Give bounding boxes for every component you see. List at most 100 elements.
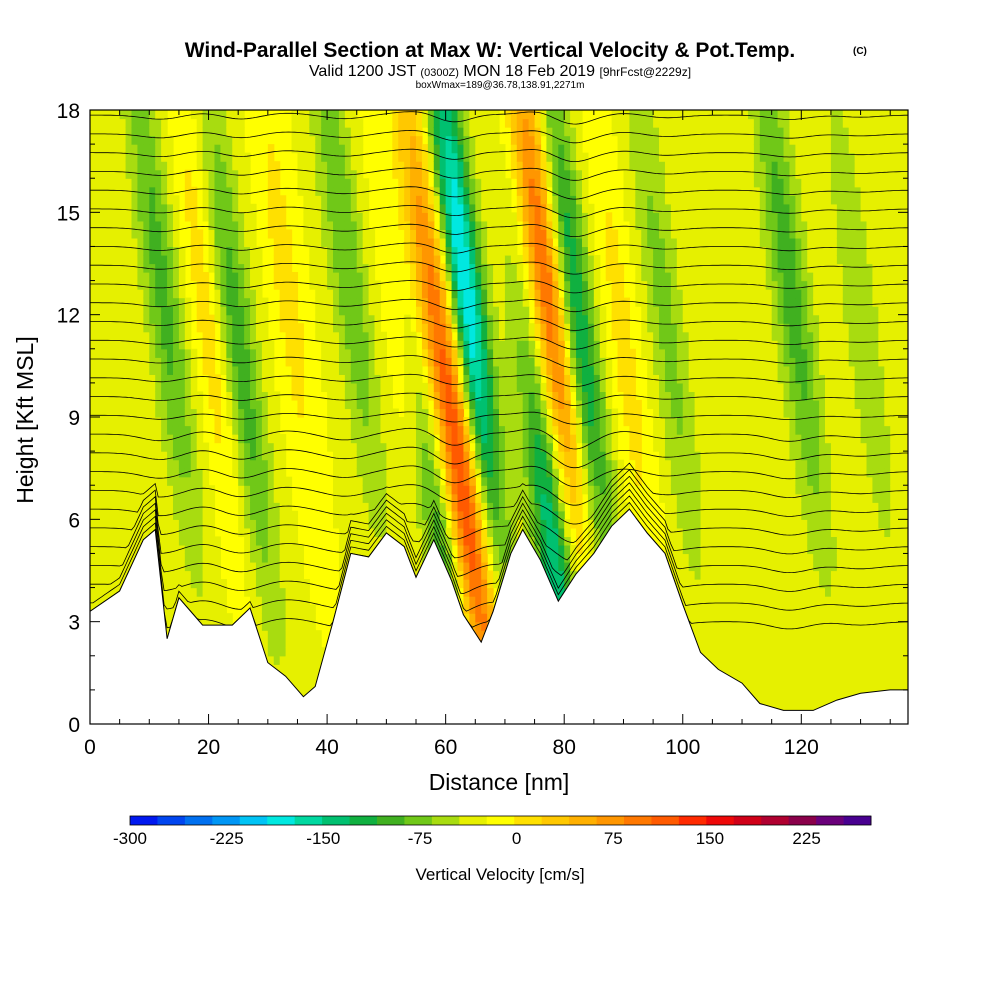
w-cell [457, 127, 465, 137]
w-cell [463, 144, 470, 154]
w-cell [540, 297, 548, 307]
w-cell [90, 272, 97, 282]
w-cell [119, 485, 127, 495]
w-cell [303, 621, 310, 631]
w-cell [481, 229, 488, 239]
w-cell [504, 280, 512, 290]
w-cell [333, 110, 340, 120]
w-cell [368, 289, 376, 299]
w-cell [261, 306, 269, 316]
w-cell [386, 459, 393, 469]
w-cell [481, 391, 488, 401]
w-cell [113, 434, 121, 444]
w-cell [546, 212, 553, 222]
w-cell [558, 485, 565, 495]
w-cell [380, 399, 387, 410]
w-cell [481, 306, 488, 316]
w-cell [356, 417, 364, 427]
w-cell [327, 237, 334, 248]
w-cell [143, 280, 150, 290]
w-cell [107, 246, 115, 256]
w-cell [564, 561, 571, 572]
w-cell [137, 178, 144, 188]
w-cell [250, 237, 257, 248]
w-cell [273, 561, 281, 572]
w-cell [416, 399, 423, 410]
w-cell [208, 212, 216, 222]
w-cell [184, 587, 192, 597]
w-cell [540, 340, 548, 350]
w-cell [416, 203, 423, 213]
w-cell [528, 161, 536, 171]
w-cell [279, 579, 287, 589]
w-cell [564, 485, 571, 495]
w-cell [404, 434, 411, 444]
w-cell [291, 365, 299, 375]
w-cell [404, 161, 411, 171]
w-cell [398, 178, 405, 188]
w-cell [90, 323, 97, 333]
w-cell [427, 186, 435, 196]
w-cell [528, 459, 536, 469]
w-cell [433, 374, 441, 384]
w-cell [534, 493, 542, 503]
w-cell [190, 570, 198, 580]
w-cell [226, 306, 233, 316]
w-cell [238, 502, 245, 512]
w-cell [475, 425, 482, 435]
w-cell [143, 110, 150, 120]
w-cell [516, 451, 524, 461]
w-cell [137, 169, 144, 179]
w-cell [167, 289, 174, 299]
w-cell [291, 536, 299, 546]
w-cell [226, 374, 233, 384]
w-cell [101, 561, 109, 572]
w-cell [273, 459, 281, 469]
w-cell [107, 587, 115, 597]
w-cell [392, 169, 399, 179]
w-cell [558, 587, 565, 597]
w-cell [528, 451, 536, 461]
w-cell [362, 178, 370, 188]
w-cell [463, 536, 470, 546]
w-cell [327, 323, 334, 333]
w-cell [451, 237, 459, 248]
w-cell [267, 340, 275, 350]
w-cell [255, 314, 263, 324]
w-cell [510, 144, 518, 154]
w-cell [457, 152, 465, 162]
w-cell [137, 203, 144, 213]
w-cell [226, 203, 233, 213]
w-cell [131, 118, 139, 128]
w-cell [344, 186, 352, 196]
w-cell [451, 169, 459, 179]
w-cell [493, 340, 500, 350]
w-cell [439, 365, 447, 375]
w-cell [344, 348, 352, 358]
w-cell [220, 596, 227, 606]
w-cell [416, 229, 423, 239]
w-cell [131, 493, 139, 503]
w-cell [421, 348, 429, 358]
w-cell [90, 399, 97, 410]
w-cell [546, 203, 553, 213]
w-cell [475, 161, 482, 171]
w-cell [315, 297, 322, 307]
w-cell [119, 220, 127, 230]
w-cell [226, 178, 233, 188]
w-cell [457, 178, 465, 188]
w-cell [95, 382, 103, 393]
w-cell [155, 314, 162, 324]
w-cell [433, 246, 441, 256]
w-cell [172, 323, 180, 333]
w-cell [333, 348, 340, 358]
w-cell [374, 348, 382, 358]
w-cell [95, 374, 103, 384]
w-cell [309, 237, 316, 248]
w-cell [534, 382, 542, 393]
w-cell [499, 485, 506, 495]
w-cell [285, 263, 293, 273]
w-cell [451, 186, 459, 196]
w-cell [338, 493, 346, 503]
w-cell [421, 306, 429, 316]
